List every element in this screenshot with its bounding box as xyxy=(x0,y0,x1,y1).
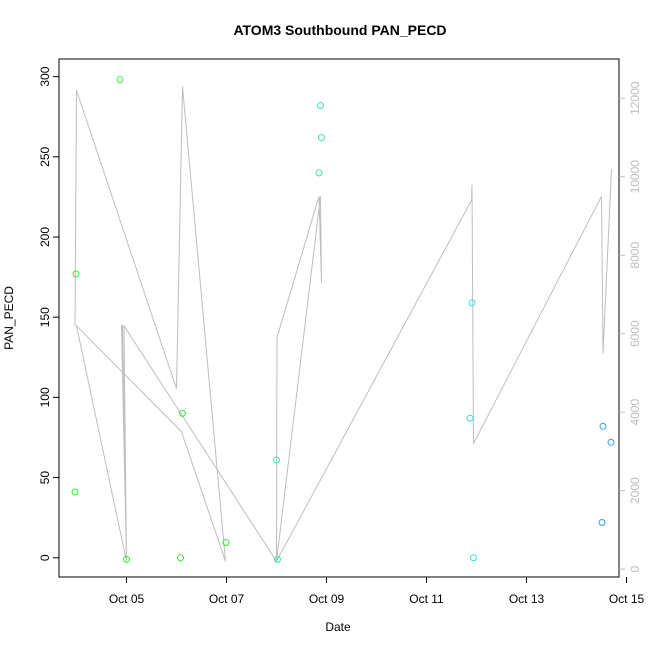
y2-axis: 0 2000 4000 6000 8000 10000 12000 xyxy=(619,81,642,572)
x-tick-label-1: Oct 07 xyxy=(209,592,245,606)
data-point-14 xyxy=(470,554,477,562)
data-point-7 xyxy=(273,456,280,464)
y-tick-label-3: 150 xyxy=(38,307,52,327)
y2-tick-label-1: 2000 xyxy=(628,477,642,504)
y2-tick-label-4: 8000 xyxy=(628,242,642,269)
x-axis: Oct 05 Oct 07 Oct 09 Oct 11 Oct 13 Oct 15 xyxy=(109,577,645,606)
x-tick-label-3: Oct 11 xyxy=(409,592,444,606)
plot-frame xyxy=(58,58,620,578)
data-point-11 xyxy=(318,134,325,142)
x-tick-label-2: Oct 09 xyxy=(309,592,345,606)
secondary-line-layer xyxy=(74,86,612,563)
data-point-0 xyxy=(71,488,79,496)
x-tick-label-5: Oct 15 xyxy=(609,592,645,606)
y2-tick-label-6: 12000 xyxy=(628,81,642,115)
data-point-12 xyxy=(466,414,474,422)
x-axis-label: Date xyxy=(325,620,351,634)
y-tick-label-5: 250 xyxy=(38,146,52,166)
data-point-9 xyxy=(315,169,323,177)
data-point-2 xyxy=(116,76,124,84)
y-tick-label-2: 100 xyxy=(38,387,52,407)
x-tick-label-4: Oct 13 xyxy=(509,592,545,606)
data-point-1 xyxy=(72,270,80,278)
data-point-4 xyxy=(177,554,184,562)
data-point-3 xyxy=(123,555,130,563)
y-tick-label-0: 0 xyxy=(38,554,52,561)
points-layer xyxy=(71,76,615,563)
y-tick-label-4: 200 xyxy=(38,227,52,247)
x-tick-label-0: Oct 05 xyxy=(109,592,145,606)
y2-tick-label-5: 10000 xyxy=(628,160,642,194)
data-point-8 xyxy=(274,555,281,563)
chart-title: ATOM3 Southbound PAN_PECD xyxy=(233,22,446,38)
y2-tick-label-0: 0 xyxy=(628,565,642,572)
secondary-series-line xyxy=(74,86,612,563)
data-point-10 xyxy=(317,102,324,109)
data-point-17 xyxy=(607,438,615,446)
y2-tick-label-3: 6000 xyxy=(628,320,642,347)
data-point-13 xyxy=(468,299,476,307)
data-point-5 xyxy=(179,409,186,417)
y2-tick-label-2: 4000 xyxy=(628,399,642,426)
y-axis: 0 50 100 150 200 250 300 xyxy=(38,66,59,561)
data-point-15 xyxy=(598,519,606,526)
data-point-16 xyxy=(599,422,607,430)
y-tick-label-1: 50 xyxy=(38,471,52,485)
data-point-6 xyxy=(222,539,230,546)
y-axis-label: PAN_PECD xyxy=(2,286,16,350)
y-tick-label-6: 300 xyxy=(38,66,52,86)
